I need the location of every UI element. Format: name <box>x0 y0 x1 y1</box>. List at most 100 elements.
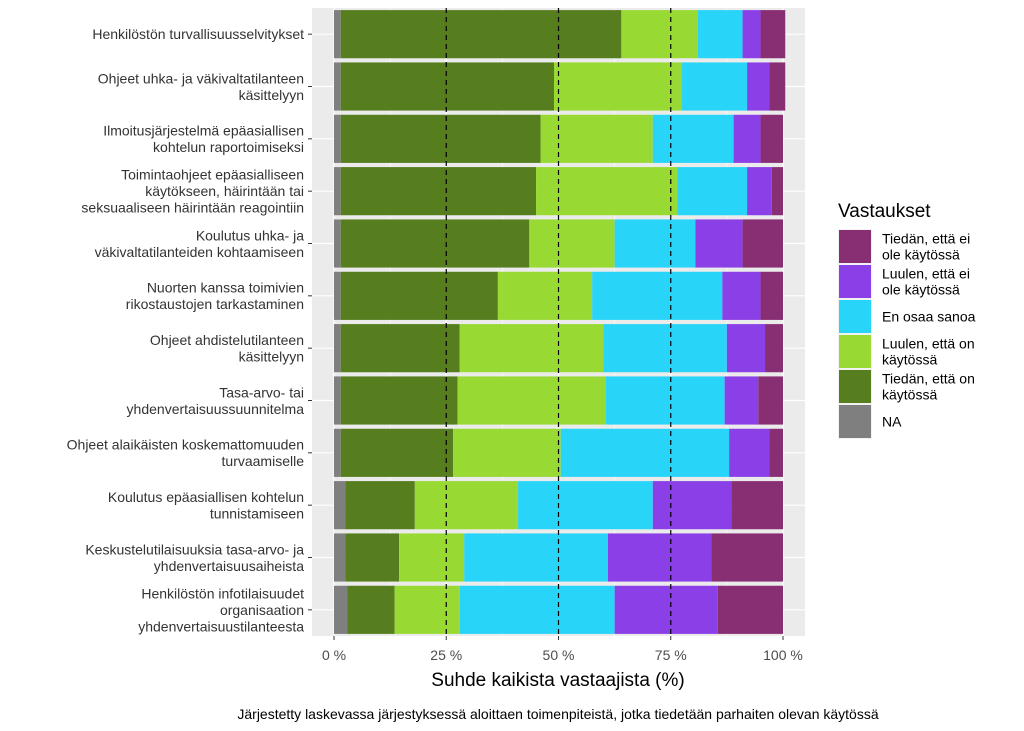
bar-segment <box>452 428 561 477</box>
bar-segment <box>603 324 727 373</box>
bar-segment <box>614 585 718 634</box>
bar-segment <box>334 533 346 582</box>
legend-swatch <box>839 370 871 403</box>
bar-segment <box>334 271 341 320</box>
bar-segment <box>733 114 761 163</box>
bar-segment <box>529 219 615 268</box>
bar-segment <box>334 62 341 111</box>
bar-segment <box>760 114 783 163</box>
legend-label: NA <box>882 414 902 430</box>
legend-label: Tiedän, että ei ole käytössä <box>882 231 970 263</box>
legend-swatch <box>839 265 871 298</box>
legend-label: Luulen, että ei ole käytössä <box>882 266 970 298</box>
legend-swatch <box>839 230 871 263</box>
bar-segment <box>729 428 770 477</box>
bar-segment <box>652 481 732 530</box>
bar-segment <box>345 533 400 582</box>
bar-segment <box>340 428 453 477</box>
x-tick-label: 50 % <box>543 647 575 663</box>
legend-label: Tiedän, että on käytössä <box>882 371 975 403</box>
legend-swatch <box>839 335 871 368</box>
legend: Vastaukset Tiedän, että ei ole käytössäLu… <box>838 201 976 439</box>
bar-segment <box>717 585 783 634</box>
bar-segment <box>340 324 460 373</box>
category-labels: Henkilöstön turvallisuusselvitykset Ohjee… <box>67 26 312 634</box>
bar-segment <box>340 271 498 320</box>
bar-segment <box>540 114 653 163</box>
category-label: Nuorten kanssa toimivien rikostaustojen t… <box>126 280 304 313</box>
bar-segment <box>554 62 682 111</box>
bar-segment <box>722 271 761 320</box>
bar-segment <box>340 219 530 268</box>
bar-segment <box>742 219 783 268</box>
bar-segment <box>536 167 678 216</box>
category-label: Koulutus uhka- ja väkivaltatilanteiden ko… <box>95 227 305 260</box>
bar-segment <box>614 219 696 268</box>
bar-segment <box>340 62 555 111</box>
legend-swatch <box>839 300 871 333</box>
bar-segment <box>340 376 458 425</box>
bar-segment <box>769 62 786 111</box>
bar-segment <box>677 167 748 216</box>
bar-segment <box>731 481 783 530</box>
bar-segment <box>695 219 743 268</box>
legend-swatch <box>839 405 871 438</box>
bar-segment <box>394 585 460 634</box>
bar-segment <box>771 167 783 216</box>
bar-segment <box>340 10 622 59</box>
category-label: Ohjeet alaikäisten koskemattomuuden turva… <box>67 437 305 470</box>
x-tick-label: 75 % <box>655 647 687 663</box>
category-label: Keskustelutilaisuuksia tasa-arvo- ja yhde… <box>85 541 304 574</box>
bar-segment <box>459 324 604 373</box>
bar-segment <box>345 481 415 530</box>
bar-segment <box>334 376 341 425</box>
category-label: Toimintaohjeet epäasialliseen käytökseen,… <box>81 167 304 216</box>
bar-segment <box>334 114 341 163</box>
bar-segment <box>399 533 465 582</box>
category-label: Henkilöstön turvallisuusselvitykset <box>92 26 304 42</box>
bar-segment <box>747 167 772 216</box>
x-tick-label: 0 % <box>322 647 346 663</box>
x-axis-ticks: 0 % 25 % 50 % 75 % 100 % <box>322 636 803 663</box>
bar-segment <box>518 481 653 530</box>
bar-segment <box>414 481 519 530</box>
bar-segment <box>334 585 348 634</box>
bar-segment <box>457 376 606 425</box>
bar-segment <box>347 585 395 634</box>
bar-segment <box>724 376 759 425</box>
x-axis-title: Suhde kaikista vastaajista (%) <box>431 670 684 691</box>
bar-segment <box>621 10 698 59</box>
bar-segment <box>497 271 593 320</box>
bar-segment <box>607 533 712 582</box>
bar-segment <box>334 428 341 477</box>
category-label: Ohjeet uhka- ja väkivaltatilanteen käsitt… <box>98 70 304 103</box>
bar-segment <box>334 324 341 373</box>
bar-segment <box>760 10 786 59</box>
bar-segment <box>711 533 783 582</box>
bar-segment <box>560 428 730 477</box>
bar-segment <box>760 271 783 320</box>
bar-segment <box>681 62 748 111</box>
bar-segment <box>334 167 341 216</box>
reference-lines <box>445 8 672 636</box>
bar-segment <box>747 62 770 111</box>
category-label: Ilmoitusjärjestelmä epäasiallisen kohtelu… <box>103 123 304 156</box>
x-tick-label: 100 % <box>763 647 803 663</box>
legend-label: Luulen, että on käytössä <box>882 336 975 368</box>
bar-segment <box>652 114 734 163</box>
category-label: Koulutus epäasiallisen kohtelun tunnistam… <box>108 489 304 521</box>
category-label: Henkilöstön infotilaisuudet organisaation… <box>138 585 304 634</box>
bars <box>334 10 786 634</box>
bar-segment <box>697 10 743 59</box>
bar-segment <box>726 324 766 373</box>
x-tick-label: 25 % <box>430 647 462 663</box>
category-label: Tasa-arvo- tai yhdenvertaisuussuunnitelma <box>127 384 305 417</box>
bar-segment <box>464 533 608 582</box>
bar-segment <box>592 271 723 320</box>
legend-title: Vastaukset <box>838 201 931 222</box>
bar-segment <box>758 376 783 425</box>
bar-segment <box>459 585 615 634</box>
bar-segment <box>765 324 783 373</box>
bar-segment <box>334 219 341 268</box>
